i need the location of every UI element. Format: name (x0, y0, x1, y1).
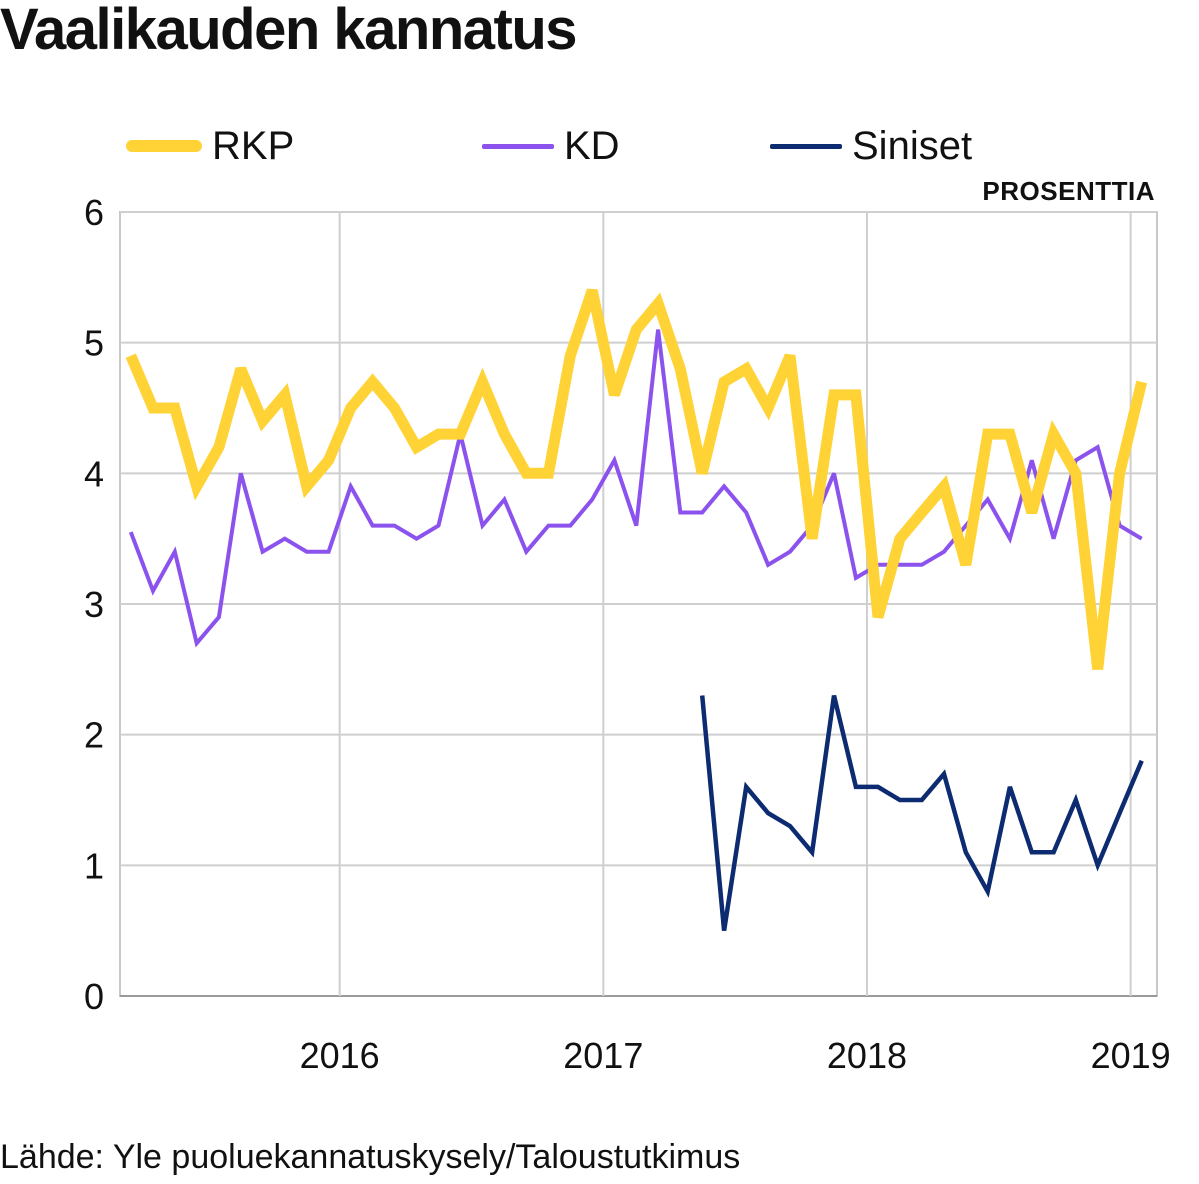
series-line-siniset (699, 694, 1144, 932)
y-tick-label-6: 6 (84, 192, 104, 233)
x-tick-label-2019: 2019 (1091, 1035, 1171, 1076)
x-tick-label-2018: 2018 (827, 1035, 907, 1076)
legend-swatch-rkp (126, 140, 202, 152)
unit-label: PROSENTTIA (982, 176, 1155, 206)
y-tick-label-5: 5 (84, 323, 104, 364)
y-tick-label-0: 0 (84, 976, 104, 1017)
source-note: Lähde: Yle puoluekannatuskysely/Taloustu… (0, 1138, 741, 1176)
legend-item-kd: KD (482, 118, 620, 174)
y-tick-label-4: 4 (84, 453, 104, 494)
legend-swatch-siniset (770, 143, 842, 149)
chart-title: Vaalikauden kannatus (0, 0, 578, 62)
series-line-rkp (125, 288, 1148, 670)
legend: RKP KD Siniset (0, 118, 1199, 174)
legend-item-siniset: Siniset (770, 118, 972, 174)
series-line-kd (128, 329, 1143, 648)
legend-item-rkp: RKP (126, 118, 294, 174)
legend-label-rkp: RKP (212, 123, 295, 168)
y-tick-label-3: 3 (84, 584, 104, 625)
legend-label-siniset: Siniset (852, 123, 973, 168)
legend-swatch-kd (482, 143, 554, 149)
y-tick-label-2: 2 (84, 715, 104, 756)
legend-label-kd: KD (564, 123, 620, 168)
line-chart: 0 1 2 3 4 5 6 2016 2017 2018 2019 (84, 192, 1171, 1076)
x-tick-label-2017: 2017 (563, 1035, 643, 1076)
x-tick-label-2016: 2016 (300, 1035, 380, 1076)
y-tick-label-1: 1 (84, 845, 104, 886)
